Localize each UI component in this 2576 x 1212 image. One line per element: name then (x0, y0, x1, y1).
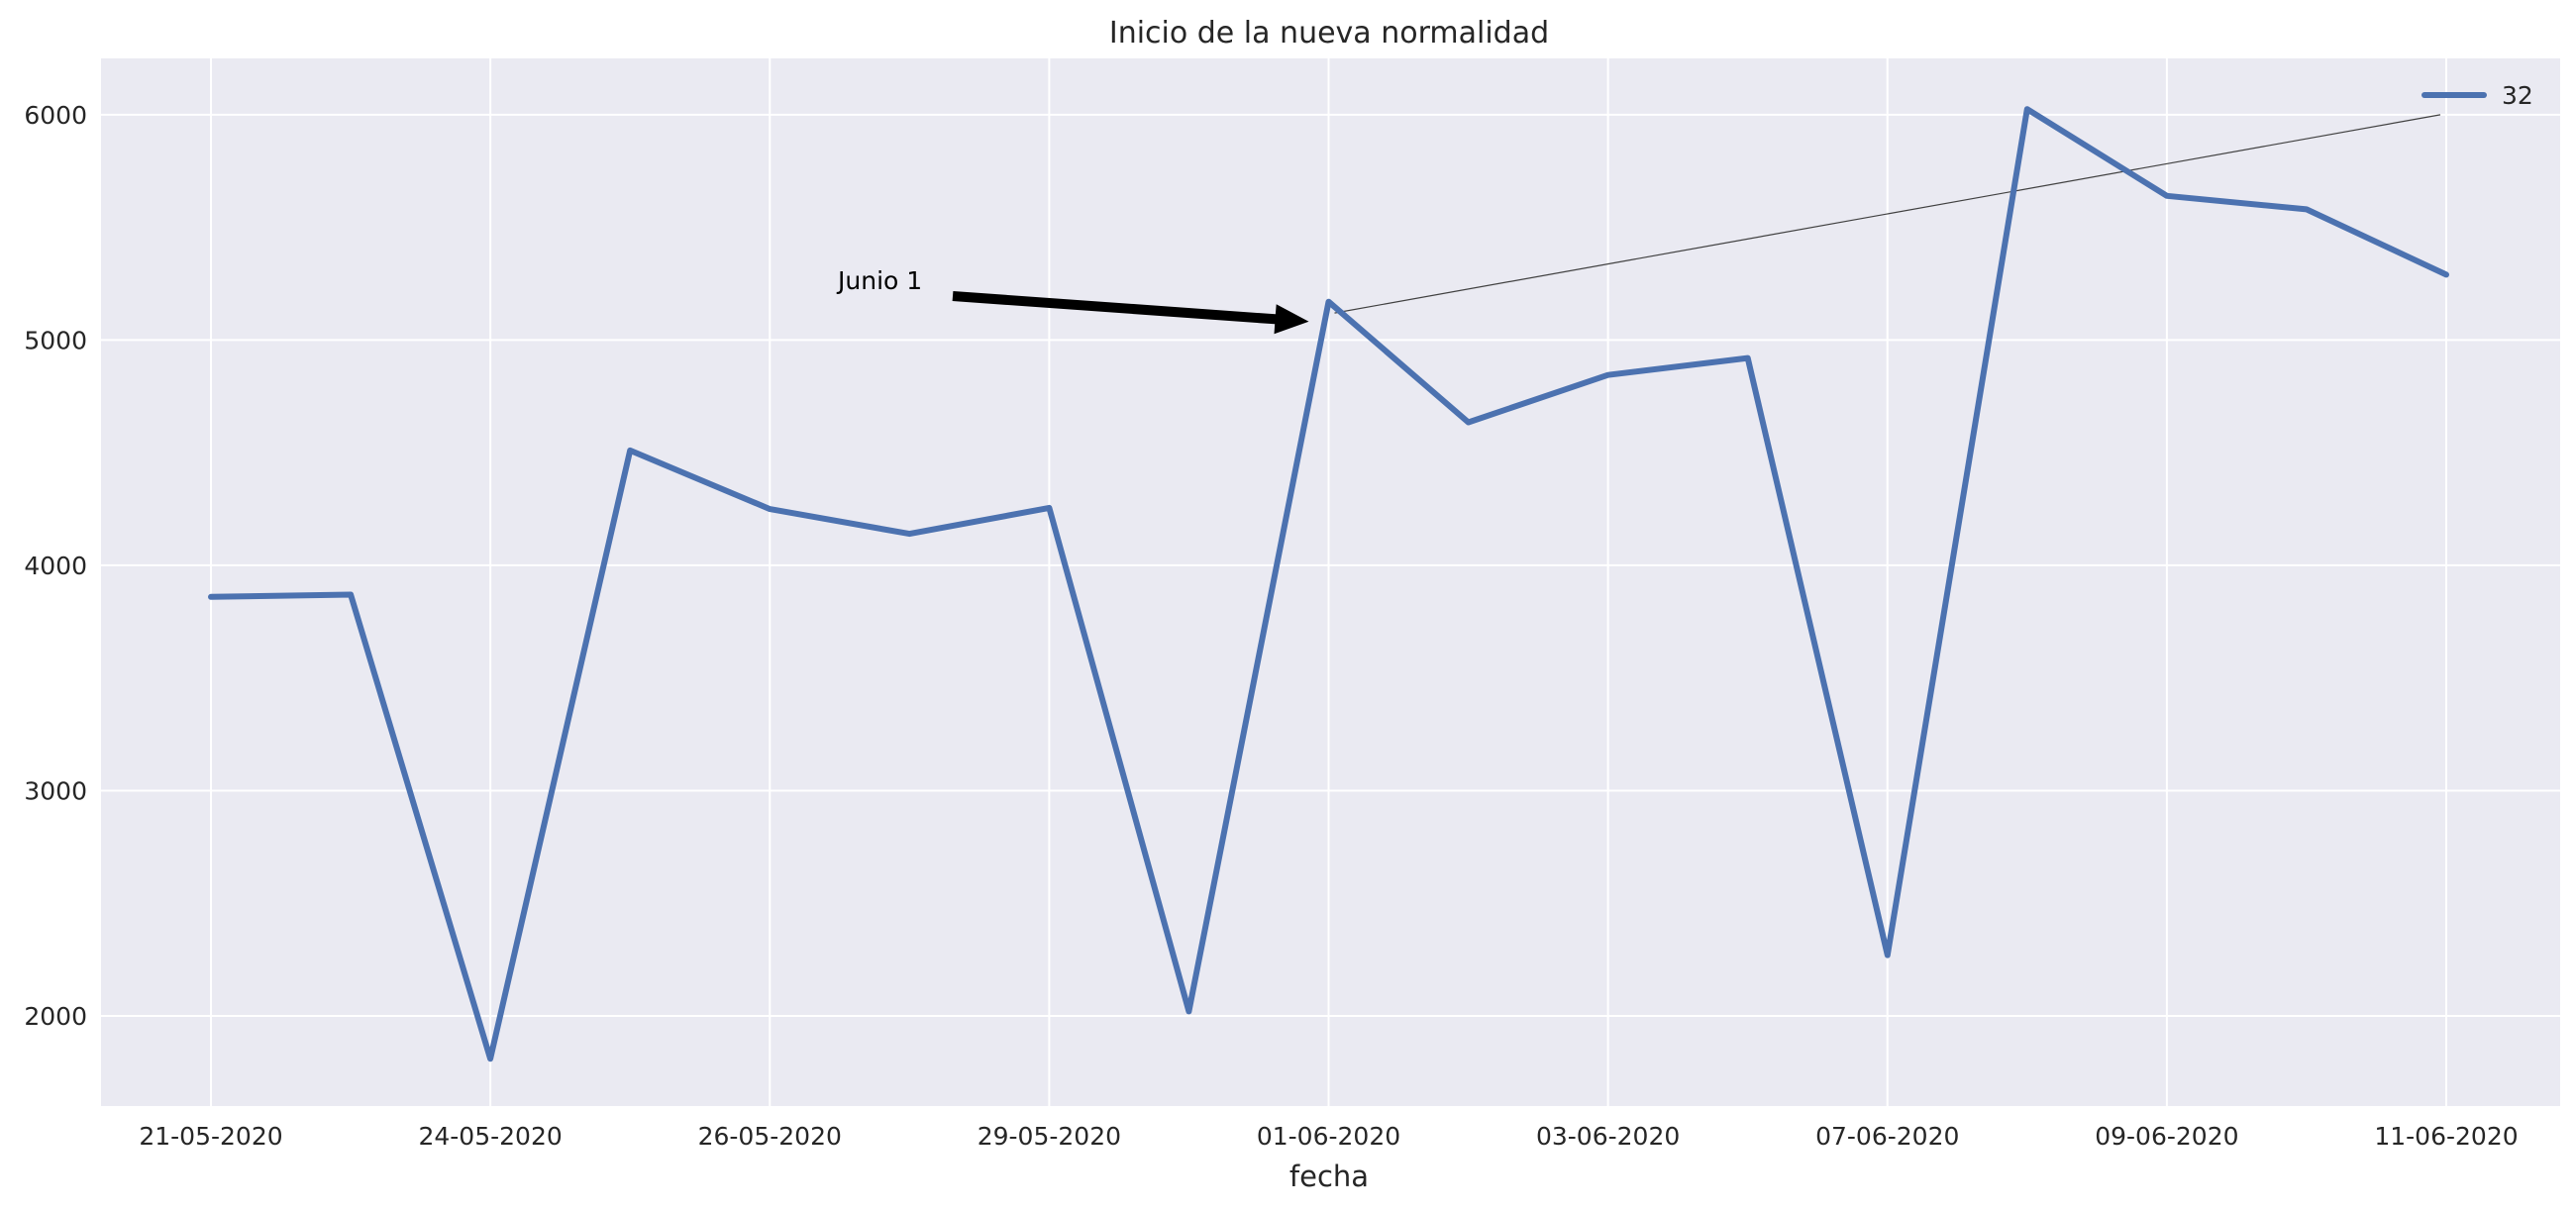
x-tick-label: 29-05-2020 (978, 1122, 1121, 1151)
legend-label-32: 32 (2502, 81, 2533, 110)
annotation-trend-line (1334, 114, 2441, 314)
x-tick-label: 24-05-2020 (418, 1122, 562, 1151)
x-axis-ticks: 21-05-2020 24-05-2020 26-05-2020 29-05-2020… (139, 1122, 2518, 1151)
y-axis-ticks: 2000 3000 4000 5000 6000 (24, 101, 87, 1031)
series-lines (208, 106, 2449, 1062)
grid-lines (101, 58, 2560, 1106)
x-tick-label: 01-06-2020 (1257, 1122, 1400, 1151)
x-axis-label: fecha (1289, 1160, 1369, 1193)
series-line-32 (208, 106, 2449, 1062)
annotation-arrow (952, 291, 1309, 335)
trend-line (1334, 114, 2441, 314)
annotation-label: Junio 1 (836, 266, 922, 295)
annotation: Junio 1 (836, 266, 1309, 335)
y-tick-label: 2000 (24, 1002, 87, 1031)
x-tick-label: 21-05-2020 (139, 1122, 282, 1151)
x-tick-label: 26-05-2020 (698, 1122, 842, 1151)
legend: 32 (2421, 81, 2533, 110)
x-tick-label: 03-06-2020 (1536, 1122, 1680, 1151)
y-tick-label: 3000 (24, 776, 87, 805)
y-tick-label: 5000 (24, 326, 87, 354)
x-tick-label: 09-06-2020 (2095, 1122, 2238, 1151)
plot-area (101, 58, 2560, 1106)
x-tick-label: 11-06-2020 (2374, 1122, 2518, 1151)
chart-title: Inicio de la nueva normalidad (1109, 16, 1549, 50)
y-tick-label: 4000 (24, 552, 87, 580)
x-tick-label: 07-06-2020 (1815, 1122, 1959, 1151)
y-tick-label: 6000 (24, 101, 87, 130)
